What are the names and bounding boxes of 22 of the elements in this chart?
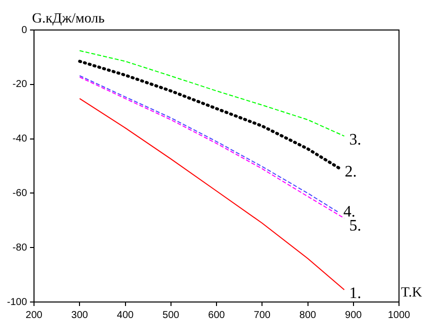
x-tick-label: 800 <box>299 310 317 321</box>
line-series <box>78 60 342 170</box>
y-tick-label: -40 <box>12 134 28 145</box>
series-label: 2. <box>344 164 357 181</box>
y-axis-title: G.кДж/моль <box>32 12 105 27</box>
x-tick-label: 1000 <box>388 310 411 321</box>
x-tick-label: 300 <box>71 310 88 321</box>
y-tick-label: 0 <box>21 24 28 36</box>
y-tick-label: -100 <box>7 296 28 308</box>
x-tick-label: 900 <box>345 310 362 321</box>
x-axis-title: T.K <box>401 286 422 301</box>
x-tick-label: 600 <box>208 310 226 321</box>
y-tick-label: -20 <box>12 79 28 90</box>
y-tick-label: -60 <box>12 188 28 199</box>
series-label: 3. <box>349 131 362 148</box>
y-tick-label: -80 <box>12 242 28 254</box>
x-tick-label: 700 <box>254 310 271 321</box>
x-tick-label: 200 <box>26 310 43 321</box>
line-series <box>79 50 345 137</box>
series-label: 1. <box>349 284 362 302</box>
x-tick-label: 400 <box>116 310 134 321</box>
x-tick-label: 500 <box>162 310 180 321</box>
